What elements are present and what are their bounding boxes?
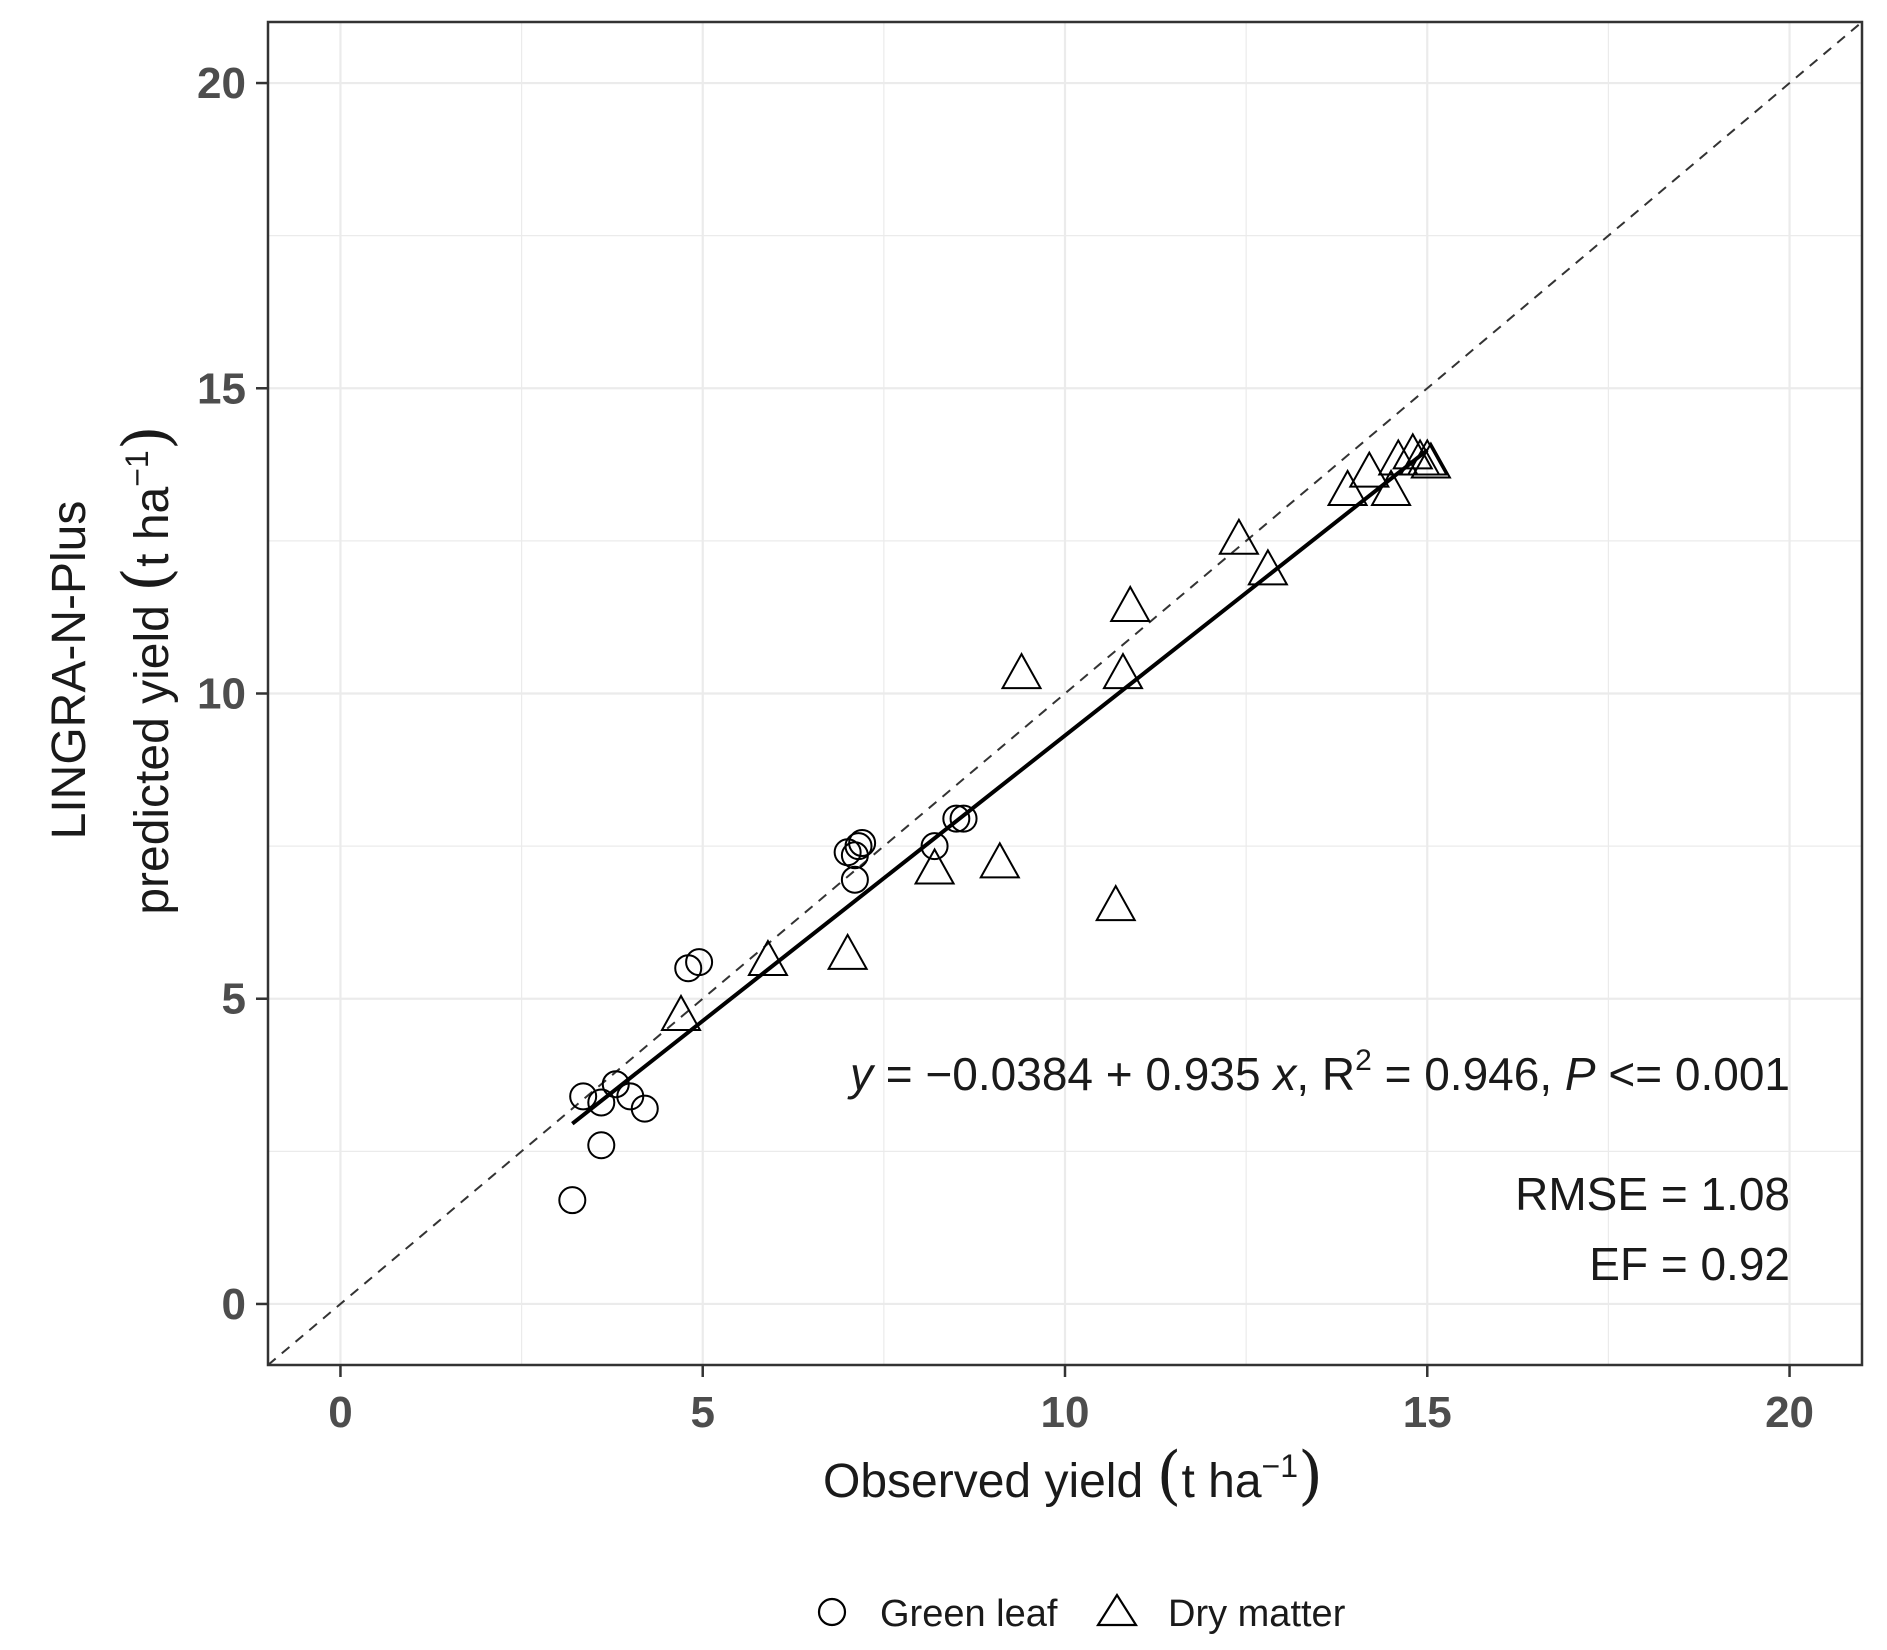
x-tick-label: 15 <box>1403 1388 1452 1437</box>
point-dry-matter <box>1109 584 1151 622</box>
point-dry-matter <box>1095 884 1137 922</box>
y-tick-label: 0 <box>222 1280 246 1329</box>
point-dry-matter <box>1377 438 1419 476</box>
point-dry-matter <box>660 993 702 1031</box>
point-green-leaf <box>685 948 714 977</box>
y-tick-label: 5 <box>222 975 246 1024</box>
data-points <box>558 432 1452 1215</box>
point-green-leaf <box>630 1094 659 1123</box>
point-dry-matter <box>1000 652 1043 690</box>
y-tick-label: 20 <box>197 59 246 108</box>
point-green-leaf <box>587 1131 616 1160</box>
point-green-leaf <box>949 804 978 833</box>
point-green-leaf <box>920 832 949 861</box>
y-axis-title-line1: LINGRA-N-Plus <box>43 501 96 840</box>
point-green-leaf <box>587 1088 616 1117</box>
regression-equation: y = −0.0384 + 0.935 x, R2 = 0.946, P <= … <box>847 1044 1790 1100</box>
x-tick-label: 5 <box>690 1388 714 1437</box>
ef-label: EF = 0.92 <box>1589 1238 1790 1290</box>
point-dry-matter <box>1326 468 1369 506</box>
point-dry-matter <box>1370 468 1412 506</box>
point-dry-matter <box>1406 438 1448 476</box>
point-dry-matter <box>913 847 956 885</box>
legend: Green leaf Dry matter <box>817 1592 1346 1635</box>
y-axis-title-line2: predicted yield (t ha−1) <box>110 425 184 914</box>
x-tick-label: 10 <box>1041 1388 1090 1437</box>
point-dry-matter <box>979 841 1021 879</box>
point-dry-matter <box>1410 441 1452 479</box>
x-tick-label: 0 <box>328 1388 352 1437</box>
grid-lines <box>268 22 1862 1365</box>
point-green-leaf <box>848 829 877 858</box>
point-dry-matter <box>1102 652 1144 690</box>
legend-triangle-icon <box>1096 1592 1138 1627</box>
regression-line <box>571 448 1429 1126</box>
point-dry-matter <box>747 938 789 977</box>
x-axis-title: Observed yield (t ha−1) <box>823 1439 1323 1513</box>
axis-ticks: 0 5 10 15 20 0 5 10 15 20 <box>197 59 1814 1437</box>
rmse-label: RMSE = 1.08 <box>1515 1168 1790 1220</box>
point-green-leaf <box>569 1082 598 1111</box>
point-green-leaf <box>840 865 869 894</box>
point-dry-matter <box>1348 450 1391 488</box>
legend-circle-icon <box>817 1597 847 1627</box>
one-to-one-reference-line <box>267 21 1863 1366</box>
y-tick-label: 15 <box>197 364 246 413</box>
point-dry-matter <box>1247 548 1289 586</box>
x-tick-label: 20 <box>1765 1388 1814 1437</box>
point-green-leaf <box>844 832 873 861</box>
point-dry-matter <box>1218 517 1260 555</box>
legend-label-dry-matter: Dry matter <box>1168 1593 1346 1635</box>
point-dry-matter <box>826 932 869 970</box>
legend-label-green-leaf: Green leaf <box>880 1593 1058 1635</box>
point-green-leaf <box>942 804 971 833</box>
y-tick-label: 10 <box>197 670 246 719</box>
point-green-leaf <box>558 1186 587 1215</box>
